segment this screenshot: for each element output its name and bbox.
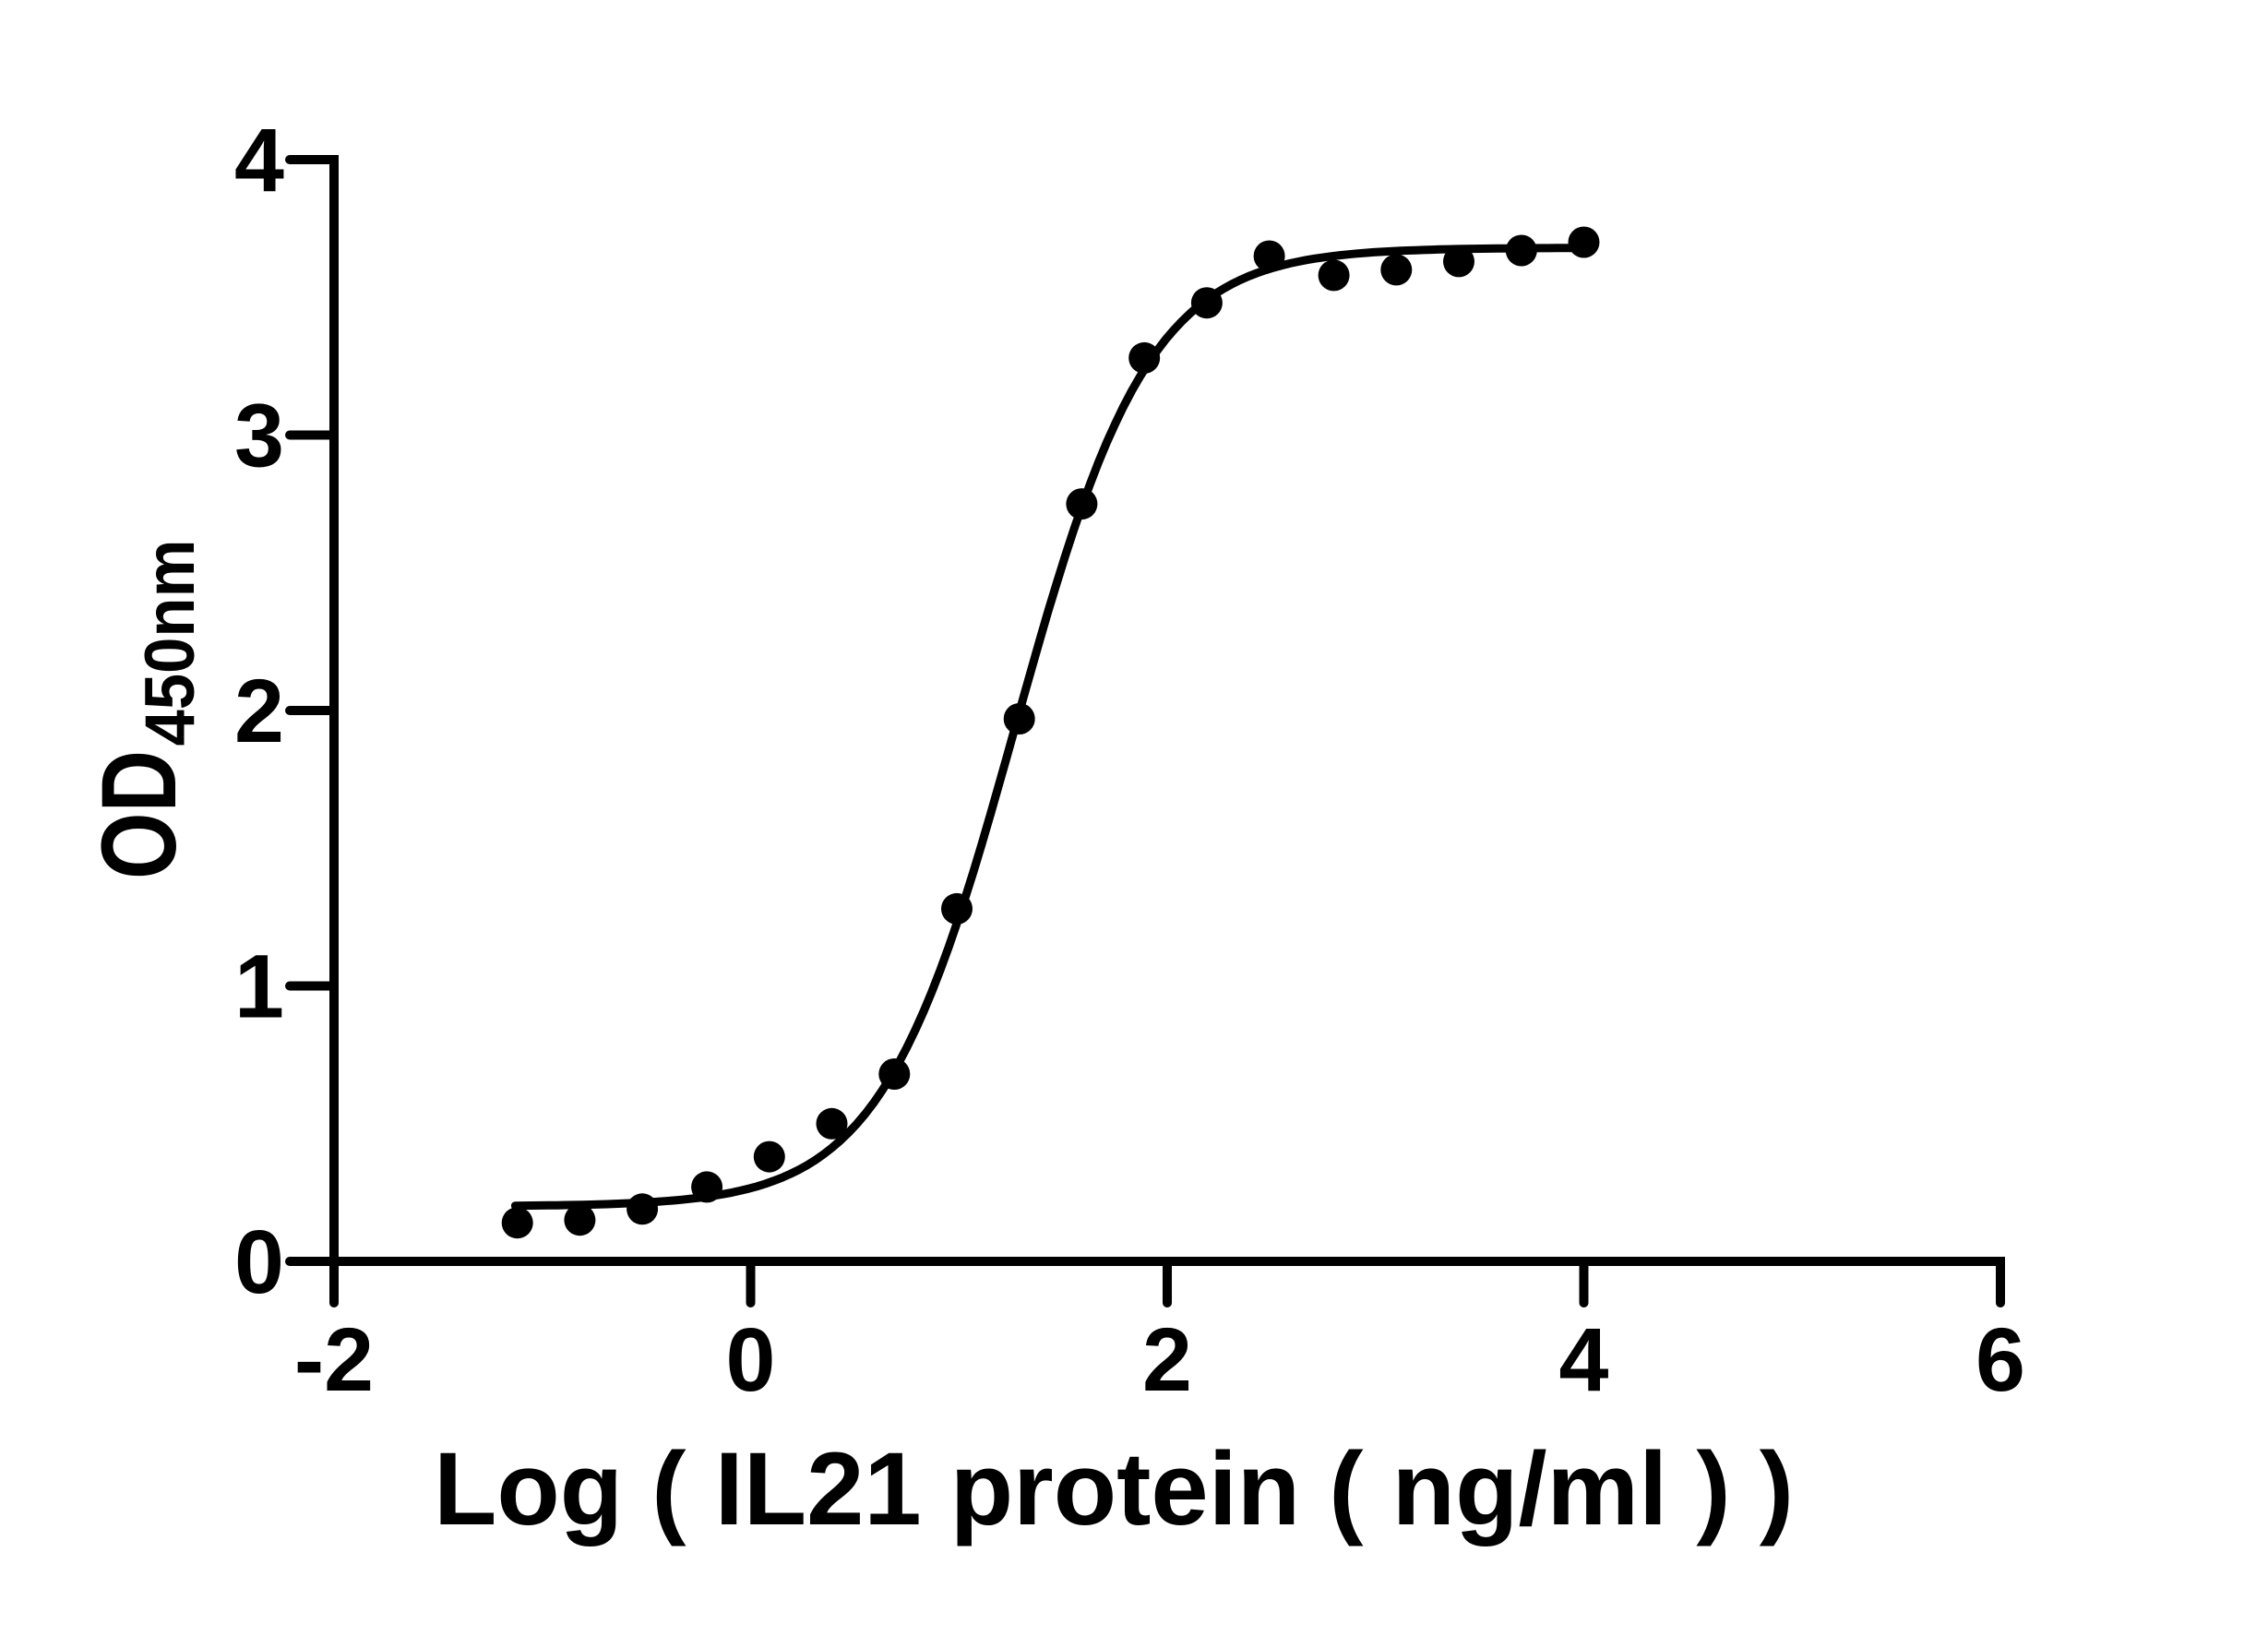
y-axis-title-subscript: 450nm [131,540,209,746]
y-tick-marks [285,155,339,1266]
x-tick-label: 0 [726,1309,776,1410]
x-tick-label: 4 [1559,1309,1609,1410]
data-point [1443,245,1474,278]
data-point [878,1058,911,1090]
y-tick-label: 1 [234,937,284,1037]
fit-curve [510,244,1578,1211]
data-point [1066,488,1098,520]
x-tick-label: 2 [1142,1309,1192,1410]
data-point [691,1171,723,1203]
x-tick-label: 6 [1976,1309,2025,1410]
data-point [1003,703,1035,734]
y-tick-label: 0 [234,1212,284,1312]
y-tick-labels: 0 1 2 3 4 [234,110,284,1312]
data-point [1318,259,1350,292]
axes [329,155,2005,1266]
data-point [941,892,973,925]
data-point [1128,341,1161,374]
data-point [1568,226,1600,258]
x-tick-label: -2 [294,1309,374,1410]
data-point [1253,240,1285,272]
data-point [816,1107,848,1140]
data-point [753,1140,785,1173]
x-tick-labels: -2 0 2 4 6 [294,1309,2025,1410]
x-axis-title: Log ( IL21 protein ( ng/ml ) ) [434,1431,1794,1546]
y-tick-label: 2 [234,661,284,761]
data-point [627,1193,659,1225]
y-axis-title-main: OD [80,750,198,879]
data-point [501,1207,533,1239]
y-tick-label: 4 [234,110,284,210]
data-point [564,1204,596,1236]
y-axis-title: OD 450nm [80,540,209,879]
x-tick-marks [329,1257,2005,1308]
data-point [1190,287,1223,319]
y-tick-label: 3 [234,386,284,486]
data-points [501,226,1600,1239]
data-point [1505,234,1537,267]
data-point [1380,254,1413,286]
